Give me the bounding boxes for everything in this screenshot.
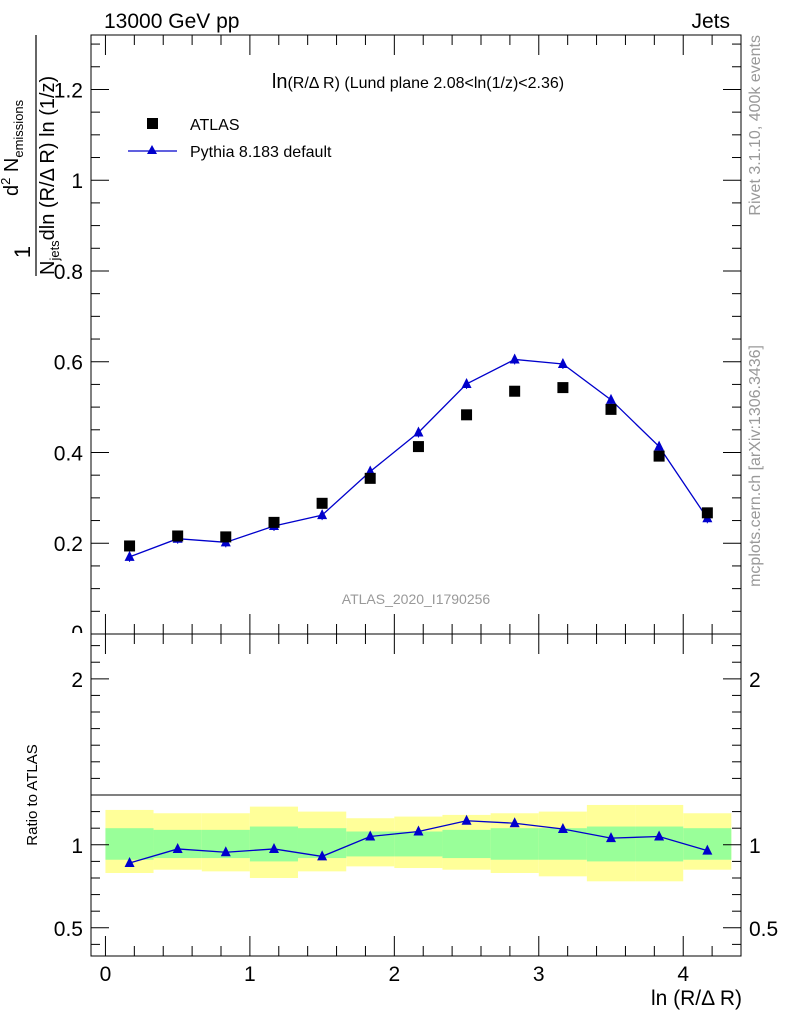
ratio-frame (90, 633, 742, 957)
ratio-pythia-point (509, 817, 520, 828)
ratio-pythia-point (702, 844, 713, 855)
ratio-y-ticks: 0.5 0.5 1 1 2 2 (54, 645, 778, 945)
ratio-pythia-point (654, 830, 665, 841)
ratio-band-inner (586, 826, 636, 862)
atlas-point (316, 497, 328, 509)
y-label-denominator: Njetsdln (R/Δ R) ln (1/z) (37, 76, 62, 275)
rivet-label: Rivet 3.1.10, 400k events (747, 35, 764, 216)
pythia-point (557, 357, 568, 368)
pythia-point (654, 440, 665, 451)
main-ytick-label: 0.2 (54, 533, 83, 556)
atlas-point (509, 385, 521, 397)
ratio-band-inner (490, 828, 539, 860)
ratio-ytick-label-right: 0.5 (749, 918, 778, 941)
pythia-point (413, 426, 424, 437)
atlas-series (124, 382, 713, 552)
legend-atlas-label: ATLAS (190, 117, 240, 134)
ratio-pythia-point (220, 846, 231, 857)
ratio-pythia-point (124, 857, 135, 868)
pythia-point (509, 353, 520, 364)
ratio-pythia-point (413, 825, 424, 836)
ratio-xtick-label: 0 (100, 963, 112, 986)
header-right: Jets (691, 10, 730, 33)
legend-pythia-marker (147, 145, 157, 154)
atlas-point (268, 516, 280, 528)
ratio-x-ticks: 0 1 2 3 4 (100, 634, 742, 986)
ratio-xtick-label: 1 (244, 963, 256, 986)
atlas-point (653, 450, 665, 462)
ratio-ytick-label-right: 1 (749, 835, 761, 858)
main-ytick-label: 1 (71, 170, 83, 193)
legend-pythia-label: Pythia 8.183 default (190, 144, 332, 161)
ratio-xtick-label: 3 (533, 963, 545, 986)
main-title: ln(R/Δ R) (Lund plane 2.08<ln(1/z)<2.36) (272, 71, 564, 93)
atlas-point (364, 472, 376, 484)
atlas-point (557, 382, 569, 394)
ratio-pythia-point (317, 850, 328, 861)
ratio-pythia-point (557, 823, 568, 834)
atlas-point (220, 531, 232, 543)
pythia-point (461, 377, 472, 388)
y-label-one: 1 (10, 246, 35, 258)
atlas-point (461, 409, 473, 421)
ratio-pythia-point (461, 814, 472, 825)
ratio-pythia-point (269, 842, 280, 853)
ratio-ytick-label: 1 (71, 835, 83, 858)
ratio-pythia-point (365, 830, 376, 841)
main-ytick-label: 0.6 (54, 352, 83, 375)
atlas-point (412, 441, 424, 453)
pythia-line (129, 358, 708, 558)
atlas-point (124, 540, 136, 552)
pythia-point (606, 393, 616, 404)
ratio-xtick-label: 4 (677, 963, 689, 986)
legend: ATLAS Pythia 8.183 default (128, 117, 332, 161)
main-ytick-label: 1.2 (54, 79, 83, 102)
ratio-band-inner (442, 829, 491, 859)
ratio-xtick-label: 2 (388, 963, 400, 986)
main-ytick-label: 0.8 (54, 261, 83, 284)
header-left: 13000 GeV pp (104, 10, 239, 33)
ratio-band-inner (538, 828, 587, 860)
main-panel: 0.2 0.4 0.6 0.8 1 1.2 0 ln(R/Δ R) (Lund plane … (0, 34, 742, 645)
ratio-pythia-point (172, 842, 183, 853)
x-axis-label: ln (R/Δ R) (651, 987, 742, 1010)
main-ytick-label: 0.4 (54, 442, 84, 465)
atlas-point (605, 403, 617, 415)
ratio-ytick-label: 2 (71, 669, 83, 692)
ratio-pythia-point (606, 832, 616, 843)
watermark: ATLAS_2020_I1790256 (342, 591, 491, 607)
ratio-band-inner (394, 831, 443, 857)
ratio-pythia-series (124, 814, 713, 868)
ratio-band-inner (105, 828, 154, 860)
mcplots-label: mcplots.cern.ch [arXiv:1306.3436] (747, 345, 764, 587)
ratio-panel: 0.5 0.5 1 1 2 2 0 1 2 3 4 Ratio to ATLAS ln (R/Δ … (24, 633, 778, 1010)
ratio-bands (105, 804, 732, 882)
legend-atlas-marker (147, 118, 158, 129)
main-y-ticks: 0.2 0.4 0.6 0.8 1 1.2 0 (54, 43, 741, 645)
atlas-point (701, 507, 713, 519)
pythia-series (124, 353, 713, 562)
main-frame (90, 34, 742, 635)
ratio-ytick-label-right: 2 (749, 669, 761, 692)
main-x-ticks (104, 35, 742, 634)
main-y-label: 1 d2 Nemissions Njetsdln (R/Δ R) ln (1/z… (0, 35, 62, 276)
ratio-band-inner (683, 828, 732, 860)
main-ytick-label-zero: 0 (71, 622, 83, 645)
y-label-numerator: d2 Nemissions (0, 99, 26, 196)
ratio-y-label: Ratio to ATLAS (24, 744, 41, 845)
ratio-ytick-label: 0.5 (54, 918, 83, 941)
pythia-point (124, 550, 135, 561)
atlas-point (172, 530, 184, 542)
pythia-point (317, 509, 328, 520)
